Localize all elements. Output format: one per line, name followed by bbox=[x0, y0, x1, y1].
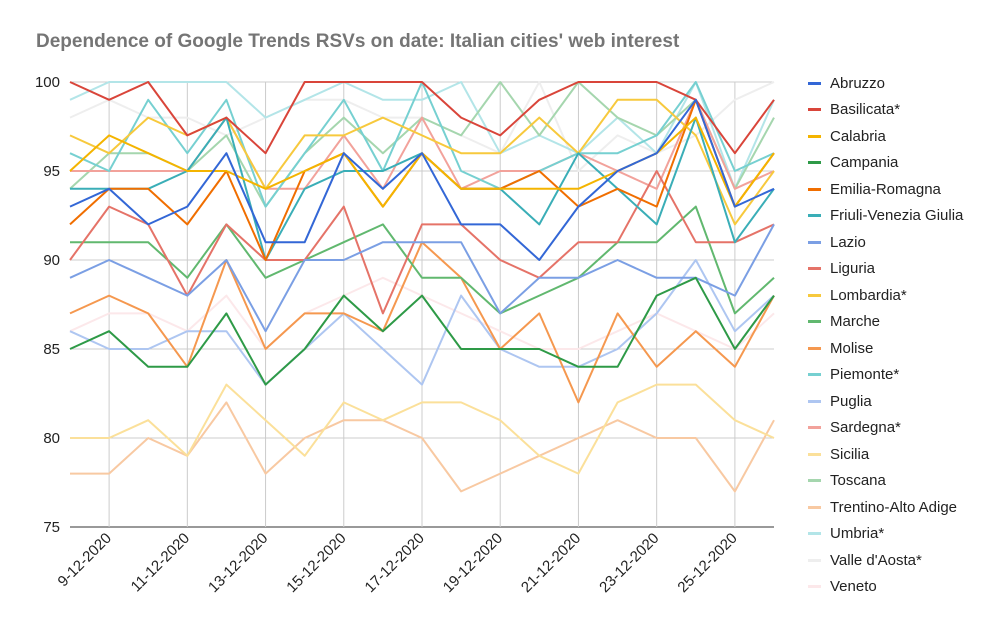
legend-item: Friuli-Venezia Giulia bbox=[808, 203, 1003, 230]
series-line-campania bbox=[69, 276, 775, 386]
legend-swatch bbox=[808, 240, 821, 244]
legend-label: Trentino-Alto Adige bbox=[830, 498, 958, 516]
legend-swatch bbox=[808, 320, 821, 324]
legend-swatch bbox=[808, 267, 821, 271]
legend-label: Friuli-Venezia Giulia bbox=[830, 207, 964, 225]
legend-item: Campania bbox=[808, 150, 1003, 177]
legend-item: Lazio bbox=[808, 229, 1003, 256]
legend-label: Piemonte* bbox=[830, 366, 900, 384]
y-tick-label: 95 bbox=[43, 163, 60, 180]
legend-item: Liguria bbox=[808, 256, 1003, 283]
y-tick-label: 90 bbox=[43, 252, 60, 269]
x-tick-label: 17-12-2020 bbox=[362, 530, 428, 596]
legend-swatch bbox=[808, 81, 821, 85]
legend-label: Lazio bbox=[830, 233, 866, 251]
legend-swatch bbox=[808, 214, 821, 218]
legend-swatch bbox=[808, 134, 821, 138]
x-tick-label: 21-12-2020 bbox=[518, 530, 584, 596]
legend-swatch bbox=[808, 505, 821, 509]
x-tick-label: 25-12-2020 bbox=[674, 530, 740, 596]
legend-item: Veneto bbox=[808, 574, 1003, 601]
chart-title: Dependence of Google Trends RSVs on date… bbox=[36, 31, 680, 52]
legend-label: Umbria* bbox=[830, 525, 885, 543]
series-line-marche bbox=[70, 205, 775, 315]
legend-item: Piemonte* bbox=[808, 362, 1003, 389]
legend-label: Toscana bbox=[830, 472, 886, 490]
legend-swatch bbox=[808, 532, 821, 536]
legend-item: Sicilia bbox=[808, 441, 1003, 468]
legend-label: Liguria bbox=[830, 260, 876, 278]
legend-swatch bbox=[808, 399, 821, 403]
x-tick-label: 19-12-2020 bbox=[440, 530, 506, 596]
x-tick-label: 23-12-2020 bbox=[596, 530, 662, 596]
legend-swatch bbox=[808, 108, 821, 112]
legend-swatch bbox=[808, 346, 821, 350]
legend-item: Toscana bbox=[808, 468, 1003, 495]
x-tick-label: 11-12-2020 bbox=[128, 530, 193, 595]
legend-item: Valle d'Aosta* bbox=[808, 547, 1003, 574]
legend-label: Emilia-Romagna bbox=[830, 180, 941, 198]
legend-swatch bbox=[808, 558, 821, 562]
legend-item: Abruzzo bbox=[808, 70, 1003, 97]
legend-swatch bbox=[808, 585, 821, 589]
legend-label: Abruzzo bbox=[830, 74, 886, 92]
legend-swatch bbox=[808, 479, 821, 483]
legend-label: Sardegna* bbox=[830, 419, 901, 437]
y-tick-label: 100 bbox=[35, 74, 60, 91]
legend-label: Campania bbox=[830, 154, 899, 172]
legend-swatch bbox=[808, 452, 821, 456]
legend-item: Calabria bbox=[808, 123, 1003, 150]
legend-item: Molise bbox=[808, 335, 1003, 362]
y-tick-label: 75 bbox=[43, 519, 60, 536]
legend-swatch bbox=[808, 373, 821, 377]
legend-item: Puglia bbox=[808, 388, 1003, 415]
series-line-puglia bbox=[69, 259, 775, 386]
series-line-lazio bbox=[69, 223, 775, 333]
legend-item: Sardegna* bbox=[808, 415, 1003, 442]
legend-swatch bbox=[808, 426, 821, 430]
legend-label: Basilicata* bbox=[830, 101, 901, 119]
legend-label: Marche bbox=[830, 313, 881, 331]
x-tick-label: 15-12-2020 bbox=[283, 530, 349, 596]
legend-item: Lombardia* bbox=[808, 282, 1003, 309]
series-line-sicilia bbox=[70, 383, 775, 475]
x-tick-label: 13-12-2020 bbox=[205, 530, 271, 596]
legend-swatch bbox=[808, 161, 821, 165]
legend-swatch bbox=[808, 187, 821, 191]
legend-label: Calabria bbox=[830, 127, 886, 145]
legend-label: Lombardia* bbox=[830, 286, 907, 304]
legend-label: Veneto bbox=[830, 578, 877, 596]
legend-swatch bbox=[808, 293, 821, 297]
legend-label: Valle d'Aosta* bbox=[830, 551, 922, 569]
legend-item: Marche bbox=[808, 309, 1003, 336]
legend-item: Umbria* bbox=[808, 521, 1003, 548]
legend: Abruzzo Basilicata* Calabria Campania Emilia… bbox=[808, 70, 1003, 600]
series-line-basilicata bbox=[69, 81, 775, 155]
legend-item: Emilia-Romagna bbox=[808, 176, 1003, 203]
legend-item: Trentino-Alto Adige bbox=[808, 494, 1003, 521]
x-tick-label: 9-12-2020 bbox=[55, 530, 115, 590]
series-line-abruzzo bbox=[69, 98, 775, 261]
legend-label: Sicilia bbox=[830, 445, 870, 463]
legend-item: Basilicata* bbox=[808, 97, 1003, 124]
y-tick-label: 80 bbox=[43, 430, 60, 447]
legend-label: Molise bbox=[830, 339, 874, 357]
y-tick-label: 85 bbox=[43, 341, 60, 358]
legend-label: Puglia bbox=[830, 392, 872, 410]
